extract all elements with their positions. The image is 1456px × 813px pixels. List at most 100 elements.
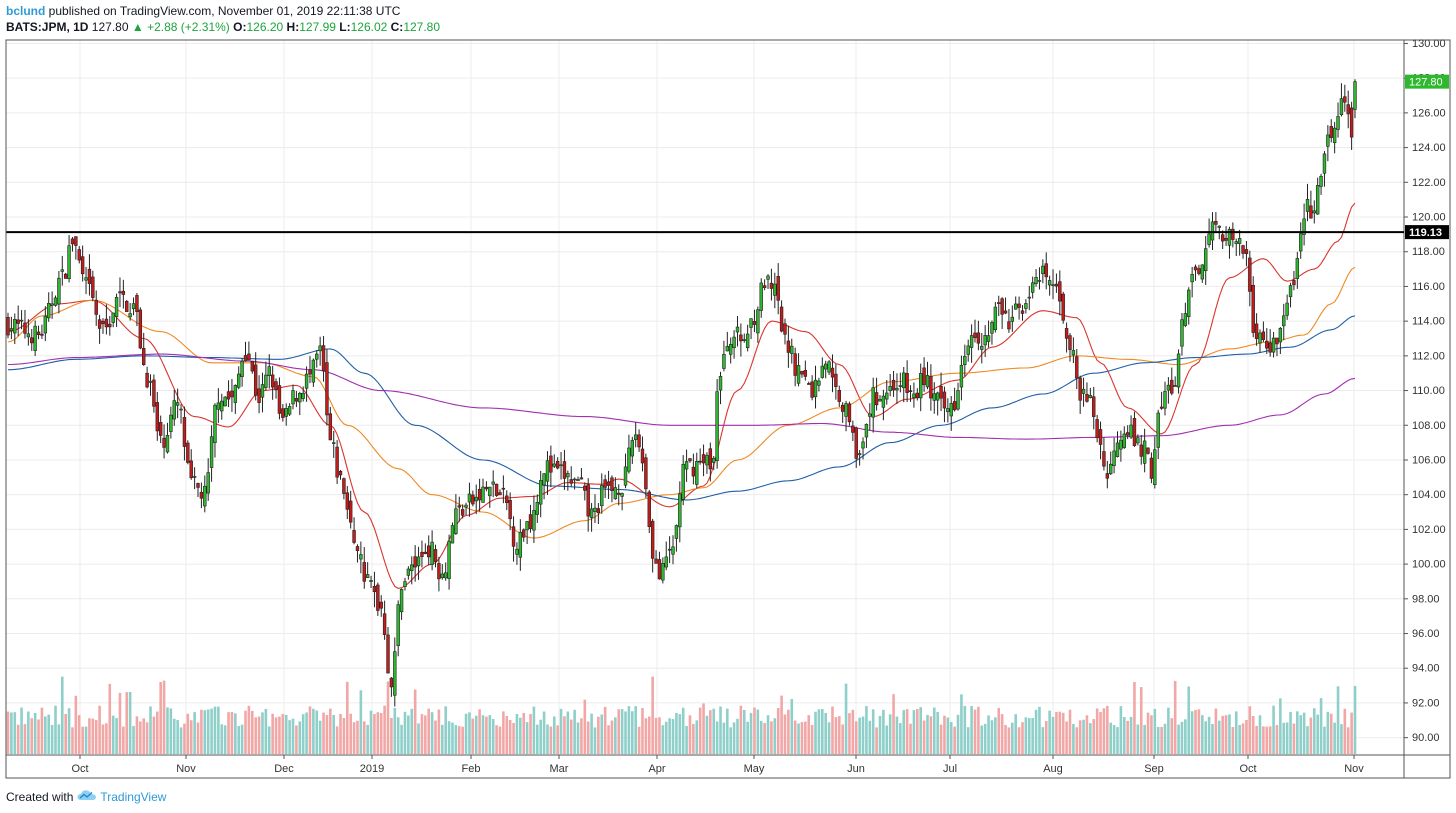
candle: [840, 402, 845, 423]
candle-body: [440, 573, 444, 578]
candle-body: [1220, 234, 1225, 242]
candle: [393, 637, 397, 707]
volume-bar: [329, 708, 332, 754]
volume-bar: [580, 718, 583, 754]
candle-body: [935, 392, 940, 401]
candle-body: [708, 448, 713, 470]
volume-bar: [74, 695, 78, 754]
tradingview-cloud-icon[interactable]: [77, 789, 97, 804]
candle-body: [1319, 175, 1323, 187]
volume-bar: [247, 705, 251, 754]
price-axis[interactable]: 130.00128.00126.00124.00122.00120.00118.…: [1404, 38, 1446, 744]
candle-body: [735, 326, 740, 333]
candle: [688, 458, 692, 463]
candle: [1129, 415, 1133, 439]
candle: [701, 444, 706, 477]
volume-bar: [844, 683, 848, 754]
price-tick-label: 102.00: [1412, 524, 1446, 536]
candle-body: [983, 335, 987, 346]
candle-body: [1204, 248, 1208, 272]
volume-bar: [980, 725, 984, 754]
candle-body: [284, 408, 288, 417]
candle: [97, 314, 102, 344]
author-name[interactable]: bclund: [6, 4, 46, 18]
volume-bar: [128, 691, 132, 754]
candle-body: [555, 461, 560, 469]
candle-body: [1088, 395, 1093, 398]
volume-bar: [393, 708, 397, 754]
candle: [1000, 297, 1004, 329]
candle: [569, 466, 573, 487]
volume-bar: [1109, 722, 1113, 754]
candle-body: [1102, 451, 1106, 467]
volume-bar: [166, 707, 169, 754]
volume-bar: [427, 708, 431, 754]
candle: [67, 234, 71, 283]
candle: [759, 278, 763, 318]
volume-bar: [64, 713, 67, 754]
candle: [786, 325, 791, 368]
candle: [691, 453, 696, 485]
time-tick-label: Oct: [71, 763, 88, 775]
candle: [793, 347, 797, 387]
candle-body: [138, 309, 143, 349]
candle: [905, 360, 909, 403]
candle: [16, 305, 20, 337]
candle-body: [182, 417, 187, 447]
candle: [57, 271, 61, 314]
volume-bar: [339, 714, 342, 754]
brand-name[interactable]: TradingView: [100, 789, 167, 804]
candle: [291, 384, 295, 410]
volume-bar: [1027, 718, 1031, 754]
candle-body: [508, 499, 512, 520]
price-labels: 119.13 127.80: [1405, 74, 1449, 240]
candle-body: [956, 390, 960, 410]
candle-body: [321, 345, 326, 372]
candle-body: [70, 238, 75, 245]
volume-bar: [122, 726, 125, 754]
volume-bar: [1102, 708, 1106, 754]
candle: [1027, 286, 1031, 311]
volume-bar: [481, 715, 485, 754]
volume-bar: [396, 717, 400, 754]
candle-body: [433, 549, 438, 562]
candle: [338, 469, 343, 480]
candle: [796, 353, 801, 387]
candle: [572, 477, 577, 490]
volume-bar: [1279, 698, 1282, 754]
candle-body: [559, 464, 563, 467]
candle: [1105, 460, 1110, 489]
volume-bar: [1180, 721, 1184, 754]
candle-body: [1037, 280, 1042, 282]
volume-bar: [943, 715, 946, 754]
volume-bar: [678, 714, 682, 754]
volume-bar: [780, 695, 783, 754]
candle-body: [776, 276, 780, 301]
candle: [966, 339, 970, 362]
candle: [467, 482, 472, 517]
candle-body: [1064, 328, 1069, 339]
candle: [223, 396, 227, 407]
candle-body: [148, 380, 153, 383]
candle-body: [23, 322, 27, 334]
candle: [1234, 238, 1238, 257]
candle: [169, 406, 173, 439]
candle: [813, 365, 818, 409]
volume-bar: [315, 710, 319, 754]
candle-body: [966, 345, 970, 355]
volume-bar: [1312, 708, 1316, 754]
candle-body: [1054, 283, 1059, 287]
volume-bar: [50, 724, 54, 754]
volume-bar: [1238, 725, 1241, 754]
volume-bar: [732, 722, 736, 754]
candle-body: [854, 427, 858, 459]
candle-body: [189, 460, 193, 479]
volume-bar: [763, 723, 766, 754]
candle: [939, 372, 943, 412]
time-axis[interactable]: Oct Nov Dec 2019 Feb Mar Apr May Jun Jul Aug Sep Oct…: [71, 755, 1364, 775]
candle-body: [779, 306, 784, 332]
volume-bar: [16, 724, 20, 754]
volume-bar: [132, 726, 135, 754]
volume-bar: [1078, 720, 1082, 754]
